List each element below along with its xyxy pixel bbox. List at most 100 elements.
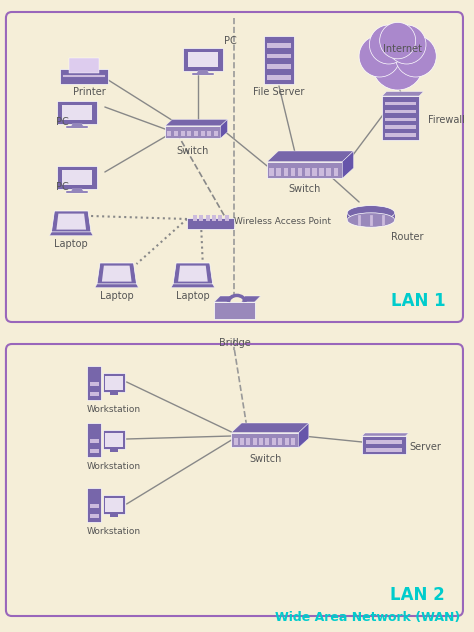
Polygon shape: [199, 215, 203, 221]
Polygon shape: [228, 296, 245, 302]
Polygon shape: [196, 71, 210, 74]
Polygon shape: [283, 168, 288, 176]
Polygon shape: [62, 170, 92, 185]
Polygon shape: [165, 126, 220, 138]
Polygon shape: [265, 439, 270, 445]
Polygon shape: [69, 58, 100, 73]
Polygon shape: [90, 439, 99, 443]
Polygon shape: [194, 131, 198, 137]
Polygon shape: [103, 430, 125, 449]
Polygon shape: [90, 382, 99, 386]
Text: PC: PC: [56, 117, 69, 127]
Circle shape: [380, 22, 416, 59]
Text: Router: Router: [391, 232, 423, 242]
Polygon shape: [385, 109, 416, 113]
Polygon shape: [264, 35, 294, 84]
Polygon shape: [225, 215, 228, 221]
Polygon shape: [57, 101, 97, 124]
Polygon shape: [298, 168, 302, 176]
Circle shape: [387, 25, 426, 64]
Text: Workstation: Workstation: [87, 405, 141, 414]
Text: LAN 1: LAN 1: [391, 292, 445, 310]
Polygon shape: [267, 75, 291, 80]
Polygon shape: [103, 373, 125, 392]
Polygon shape: [259, 439, 263, 445]
Polygon shape: [66, 191, 88, 193]
Polygon shape: [110, 514, 118, 517]
Polygon shape: [95, 284, 138, 288]
Polygon shape: [192, 73, 214, 75]
Polygon shape: [181, 131, 184, 137]
Polygon shape: [284, 439, 289, 445]
Polygon shape: [70, 189, 84, 192]
Polygon shape: [362, 433, 409, 436]
Polygon shape: [174, 131, 178, 137]
Polygon shape: [267, 162, 342, 178]
Polygon shape: [206, 215, 210, 221]
Polygon shape: [90, 504, 99, 508]
Polygon shape: [246, 439, 250, 445]
Polygon shape: [305, 168, 310, 176]
Polygon shape: [385, 118, 416, 121]
Polygon shape: [347, 213, 395, 220]
Polygon shape: [105, 375, 123, 390]
Polygon shape: [57, 166, 97, 189]
Circle shape: [372, 38, 423, 90]
Circle shape: [395, 35, 436, 77]
Polygon shape: [327, 168, 331, 176]
Polygon shape: [220, 119, 228, 138]
Text: Firewall: Firewall: [428, 115, 465, 125]
Text: PC: PC: [56, 182, 69, 192]
Polygon shape: [105, 497, 123, 512]
Polygon shape: [102, 265, 132, 282]
Polygon shape: [299, 423, 309, 447]
Polygon shape: [291, 439, 295, 445]
Polygon shape: [105, 432, 123, 447]
Polygon shape: [201, 131, 205, 137]
Text: PC: PC: [224, 36, 237, 46]
Polygon shape: [87, 423, 101, 457]
Polygon shape: [291, 168, 295, 176]
Polygon shape: [171, 284, 215, 288]
Polygon shape: [269, 168, 274, 176]
Text: Printer: Printer: [73, 87, 105, 97]
Polygon shape: [165, 119, 228, 126]
Polygon shape: [234, 439, 237, 445]
Text: Wireless Access Point: Wireless Access Point: [235, 217, 331, 226]
Polygon shape: [70, 124, 84, 127]
Polygon shape: [178, 265, 208, 282]
Circle shape: [369, 25, 408, 64]
Polygon shape: [207, 131, 211, 137]
Polygon shape: [60, 69, 108, 84]
Polygon shape: [253, 439, 257, 445]
Polygon shape: [276, 168, 281, 176]
Polygon shape: [267, 64, 291, 69]
Polygon shape: [385, 133, 416, 137]
Ellipse shape: [347, 205, 395, 220]
Polygon shape: [167, 131, 171, 137]
Polygon shape: [312, 168, 317, 176]
Text: Laptop: Laptop: [55, 239, 88, 249]
Polygon shape: [90, 449, 99, 453]
Polygon shape: [240, 439, 244, 445]
Polygon shape: [173, 263, 213, 284]
Polygon shape: [110, 449, 118, 452]
Polygon shape: [342, 151, 354, 178]
Polygon shape: [319, 168, 324, 176]
Polygon shape: [214, 131, 218, 137]
Polygon shape: [90, 514, 99, 518]
Text: Laptop: Laptop: [176, 291, 210, 301]
Polygon shape: [362, 436, 406, 454]
Text: Switch: Switch: [289, 184, 321, 194]
Polygon shape: [267, 54, 291, 59]
Text: Bridge: Bridge: [219, 338, 250, 348]
Text: Server: Server: [410, 442, 441, 452]
Polygon shape: [212, 215, 216, 221]
Polygon shape: [187, 131, 191, 137]
Polygon shape: [87, 366, 101, 400]
Polygon shape: [231, 423, 309, 432]
Text: File Server: File Server: [253, 87, 305, 97]
Polygon shape: [231, 432, 299, 447]
Polygon shape: [90, 392, 99, 396]
Text: Switch: Switch: [177, 146, 209, 156]
